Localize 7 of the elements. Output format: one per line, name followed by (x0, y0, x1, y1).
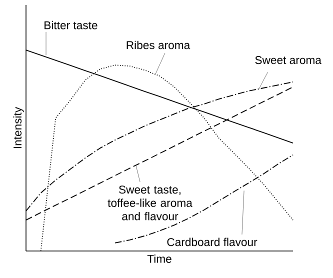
series-label: Sweet aroma (255, 56, 322, 64)
x-axis-title: Time (147, 254, 172, 263)
series-label: Ribes aroma (126, 40, 190, 50)
series-label: Cardboard flavour (167, 238, 258, 246)
text: Bitter taste (44, 20, 98, 30)
y-axis-title: Intensity (13, 106, 24, 148)
series-label: Sweet taste, toffee-like aroma and flavour (108, 186, 192, 220)
